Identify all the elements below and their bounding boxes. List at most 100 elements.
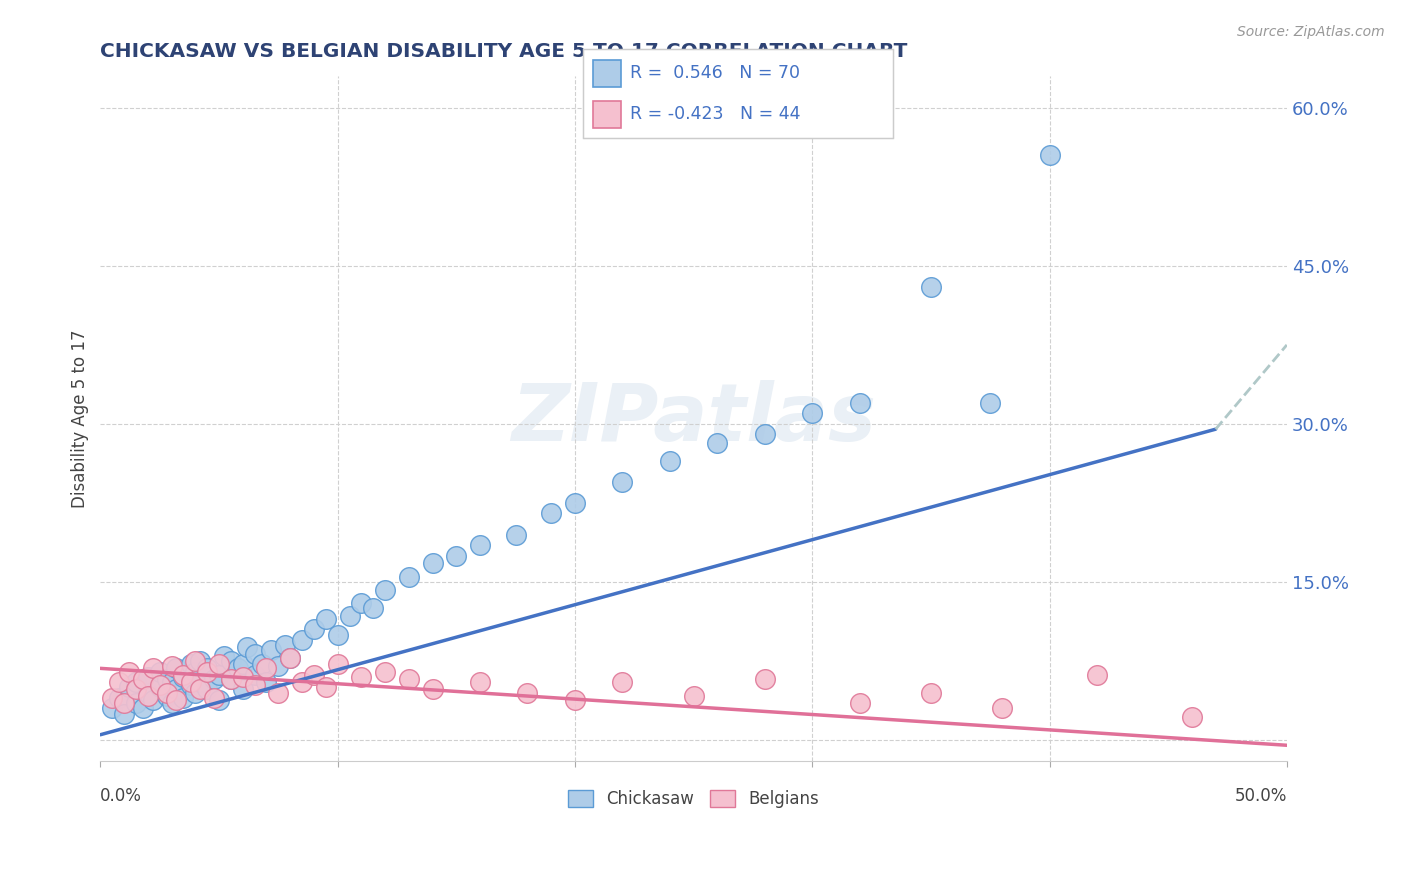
Point: [326, 627, 349, 641]
Point: [706, 435, 728, 450]
Text: R = -0.423   N = 44: R = -0.423 N = 44: [630, 105, 800, 123]
Point: [612, 675, 634, 690]
Point: [212, 648, 235, 663]
Point: [350, 670, 373, 684]
Point: [256, 661, 278, 675]
Point: [801, 406, 824, 420]
Point: [149, 678, 172, 692]
Point: [165, 682, 187, 697]
Point: [125, 675, 148, 690]
Point: [339, 608, 361, 623]
Point: [278, 650, 301, 665]
Legend: Chickasaw, Belgians: Chickasaw, Belgians: [561, 783, 827, 814]
Y-axis label: Disability Age 5 to 17: Disability Age 5 to 17: [72, 329, 89, 508]
Point: [125, 682, 148, 697]
Point: [468, 538, 491, 552]
Point: [184, 654, 207, 668]
Point: [232, 657, 254, 672]
Point: [118, 681, 141, 695]
Point: [156, 672, 179, 686]
Point: [848, 696, 870, 710]
Point: [267, 659, 290, 673]
Point: [398, 672, 420, 686]
Point: [374, 583, 396, 598]
Point: [172, 667, 194, 681]
Point: [920, 280, 942, 294]
Bar: [593, 60, 620, 87]
Point: [108, 675, 131, 690]
Point: [112, 706, 135, 721]
Point: [658, 454, 681, 468]
Point: [1085, 667, 1108, 681]
Point: [315, 681, 337, 695]
Point: [195, 682, 218, 697]
Point: [243, 647, 266, 661]
Point: [156, 685, 179, 699]
Point: [160, 659, 183, 673]
Point: [302, 667, 325, 681]
Point: [291, 675, 314, 690]
Point: [202, 690, 225, 705]
Point: [422, 682, 444, 697]
Point: [149, 681, 172, 695]
Point: [136, 670, 159, 684]
Point: [101, 690, 124, 705]
Point: [250, 657, 273, 672]
Point: [165, 693, 187, 707]
Point: [505, 527, 527, 541]
Point: [612, 475, 634, 489]
Point: [188, 675, 211, 690]
Point: [172, 690, 194, 705]
Point: [180, 678, 202, 692]
Point: [243, 667, 266, 681]
Point: [188, 682, 211, 697]
Point: [374, 665, 396, 679]
Point: [125, 696, 148, 710]
Point: [1038, 148, 1060, 162]
Point: [468, 675, 491, 690]
Point: [315, 612, 337, 626]
Point: [132, 672, 155, 686]
Text: ZIPatlas: ZIPatlas: [512, 380, 876, 458]
Point: [180, 657, 202, 672]
Point: [184, 685, 207, 699]
Point: [160, 696, 183, 710]
Point: [149, 665, 172, 679]
Point: [278, 650, 301, 665]
Point: [202, 672, 225, 686]
Bar: [593, 101, 620, 128]
Point: [754, 427, 776, 442]
Point: [172, 670, 194, 684]
Point: [236, 640, 259, 655]
Point: [232, 670, 254, 684]
Text: 0.0%: 0.0%: [100, 788, 142, 805]
Point: [979, 396, 1001, 410]
Point: [350, 596, 373, 610]
Point: [326, 657, 349, 672]
Point: [267, 685, 290, 699]
Point: [208, 657, 231, 672]
Point: [156, 689, 179, 703]
Point: [101, 701, 124, 715]
Point: [136, 689, 159, 703]
Text: Source: ZipAtlas.com: Source: ZipAtlas.com: [1237, 25, 1385, 39]
Point: [195, 661, 218, 675]
Point: [422, 556, 444, 570]
Text: R =  0.546   N = 70: R = 0.546 N = 70: [630, 64, 800, 82]
Point: [991, 701, 1014, 715]
Point: [243, 678, 266, 692]
Point: [564, 496, 586, 510]
Point: [208, 693, 231, 707]
Point: [754, 672, 776, 686]
Point: [361, 601, 384, 615]
Point: [195, 665, 218, 679]
Point: [260, 643, 283, 657]
Point: [446, 549, 468, 563]
Point: [112, 696, 135, 710]
Point: [188, 654, 211, 668]
Point: [1181, 710, 1204, 724]
Point: [136, 685, 159, 699]
Point: [540, 507, 562, 521]
Point: [682, 689, 704, 703]
Text: 50.0%: 50.0%: [1234, 788, 1286, 805]
